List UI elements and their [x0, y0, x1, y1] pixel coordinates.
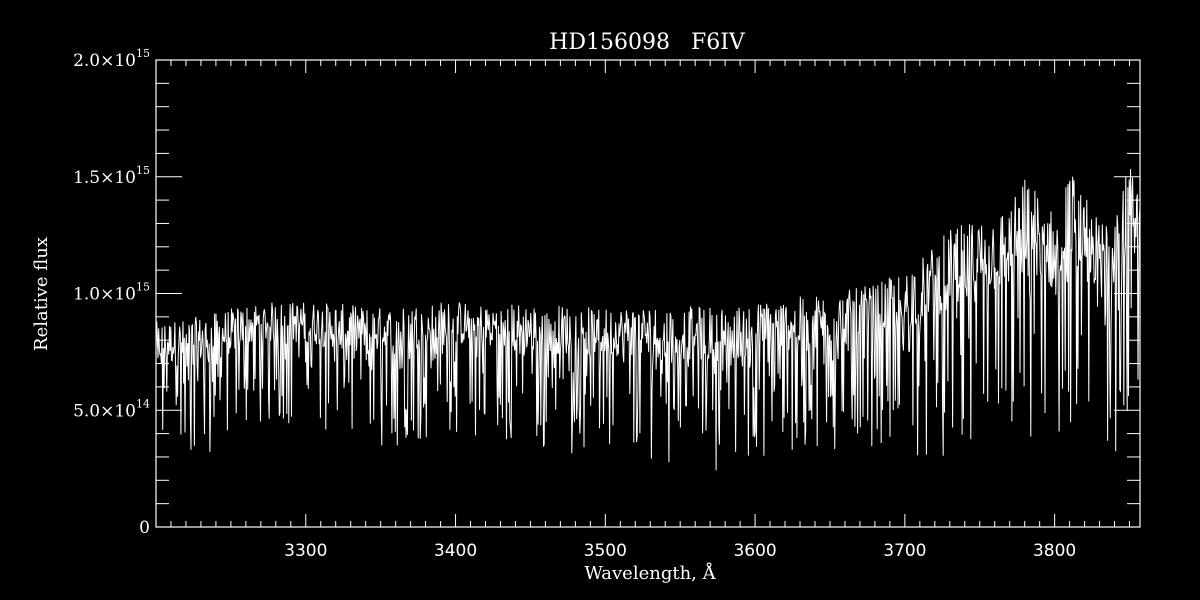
x-axis: 3300 3400 3500 3600 3700 3800 [170, 60, 1131, 561]
y-tick-label: 2.0×1015 [73, 47, 150, 71]
x-tick-label: 3700 [883, 541, 926, 561]
spectrum-line [155, 168, 1141, 471]
x-tick-label: 3300 [284, 541, 327, 561]
y-tick-label: 1.0×1015 [73, 281, 150, 305]
y-tick-label: 5.0×1014 [73, 397, 150, 421]
x-tick-label: 3600 [733, 541, 776, 561]
x-axis-label: Wavelength, Å [584, 562, 716, 584]
x-tick-label: 3400 [434, 541, 477, 561]
y-tick-label: 0 [139, 518, 150, 538]
x-tick-label: 3800 [1033, 541, 1076, 561]
spectrum-series [155, 168, 1141, 471]
y-tick-label: 1.5×1015 [73, 164, 150, 188]
y-axis-label: Relative flux [31, 237, 52, 351]
chart-title: HD156098 F6IV [549, 30, 746, 55]
x-tick-label: 3500 [584, 541, 627, 561]
y-axis: 0 5.0×1014 1.0×1015 1.5×1015 2.0×1015 [73, 47, 1140, 538]
